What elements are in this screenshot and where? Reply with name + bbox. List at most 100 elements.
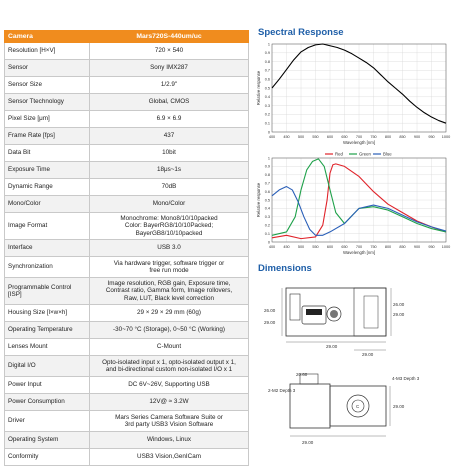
spec-value: USB3 Vision,GenICam bbox=[89, 448, 249, 466]
spec-label: Dynamic Range bbox=[4, 178, 90, 196]
x-tick-label: 700 bbox=[356, 245, 362, 249]
spec-value: Via hardware trigger, software trigger o… bbox=[89, 256, 249, 278]
spec-value: Mono/Color bbox=[89, 195, 249, 213]
spec-value-line: BayerGB8/10/10packed bbox=[135, 229, 203, 237]
x-tick-label: 1000 bbox=[442, 135, 450, 139]
spec-label: Power Input bbox=[4, 376, 90, 394]
spec-label: Resolution [H×V] bbox=[4, 42, 90, 60]
x-tick-label: 800 bbox=[385, 135, 391, 139]
spec-value: Opto-isolated input x 1, opto-isolated o… bbox=[89, 355, 249, 377]
x-tick-label: 400 bbox=[269, 245, 275, 249]
spec-label: Sensor bbox=[4, 59, 90, 77]
dimensions-title: Dimensions bbox=[258, 263, 312, 274]
y-tick-label: 0.1 bbox=[265, 232, 270, 236]
spec-value: Windows, Linux bbox=[89, 431, 249, 449]
spec-label: Housing Size [l×w×h] bbox=[4, 304, 90, 322]
spec-row: Power Input DC 6V~26V, Supporting USB bbox=[4, 376, 249, 394]
legend-entry: Red bbox=[335, 152, 343, 157]
x-axis-label: Wavelength [nm] bbox=[343, 250, 375, 255]
legend-entry: Green bbox=[359, 152, 372, 157]
spec-value-line: Opto-isolated input x 1, opto-isolated o… bbox=[102, 358, 236, 366]
spec-value-line: Color: BayerRG8/10/10Packed; bbox=[124, 222, 214, 230]
spec-value: 10bit bbox=[89, 144, 249, 162]
side-view bbox=[289, 373, 391, 437]
y-tick-label: 0.9 bbox=[265, 51, 270, 55]
y-tick-label: 0.4 bbox=[265, 95, 270, 99]
y-tick-label: 0.5 bbox=[265, 86, 270, 90]
spec-value: USB 3.0 bbox=[89, 239, 249, 257]
spec-row: Mono/Color Mono/Color bbox=[4, 195, 249, 213]
spec-row: Image Format Monochrome: Mono8/10/10packe… bbox=[4, 212, 249, 240]
spec-label: Operating Temperature bbox=[4, 321, 90, 339]
x-tick-label: 500 bbox=[298, 135, 304, 139]
series-line-green bbox=[271, 158, 447, 236]
spec-value: -30~70 °C (Storage), 0~50 °C (Working) bbox=[89, 321, 249, 339]
dim-label: 4-M3 Depth 3 bbox=[392, 376, 420, 381]
spec-row: Conformity USB3 Vision,GenICam bbox=[4, 448, 249, 466]
spec-label: Driver bbox=[4, 410, 90, 432]
spec-value: 12V@ ≈ 3.2W bbox=[89, 393, 249, 411]
spec-label: Image Format bbox=[4, 212, 90, 240]
x-tick-label: 700 bbox=[356, 135, 362, 139]
x-tick-label: 900 bbox=[414, 245, 420, 249]
spec-value: C-Mount bbox=[89, 338, 249, 356]
spec-value-line: free run mode bbox=[149, 267, 189, 274]
x-tick-label: 500 bbox=[298, 245, 304, 249]
dimension-drawing: 29.00 26.00 29.00 29.00 26.00 29.00 20.6… bbox=[264, 287, 420, 445]
spec-value: 437 bbox=[89, 127, 249, 145]
spec-label: Power Consumption bbox=[4, 393, 90, 411]
x-tick-label: 400 bbox=[269, 135, 275, 139]
spec-value: 6.9 × 6.9 bbox=[89, 110, 249, 128]
spec-label: Operating System bbox=[4, 431, 90, 449]
top-view bbox=[281, 287, 392, 351]
series-line-mono bbox=[271, 43, 447, 124]
spec-value: 1/2.9" bbox=[89, 76, 249, 94]
dim-label: 2-M2 Depth 3 bbox=[268, 388, 296, 393]
dim-label: 20.60 bbox=[296, 372, 308, 377]
spec-row: Frame Rate [fps] 437 bbox=[4, 127, 249, 145]
spec-value-line: Mars Series Camera Software Suite or bbox=[115, 413, 223, 421]
dim-label: 29.00 bbox=[326, 344, 338, 349]
spec-label: Sensor Ttechnology bbox=[4, 93, 90, 111]
series-line-red bbox=[271, 163, 447, 240]
spec-row: Digital I/O Opto-isolated input x 1, opto… bbox=[4, 355, 249, 377]
spec-label: Data Bit bbox=[4, 144, 90, 162]
spec-row: Operating Temperature -30~70 °C (Storage)… bbox=[4, 321, 249, 339]
y-tick-label: 0.8 bbox=[265, 60, 270, 64]
y-tick-label: 0.6 bbox=[265, 78, 270, 82]
dim-label: 29.00 bbox=[362, 352, 374, 357]
spec-value-line: Image resolution, RGB gain, Exposure tim… bbox=[107, 280, 231, 288]
y-tick-label: 0.5 bbox=[265, 198, 270, 202]
spec-value: Global, CMOS bbox=[89, 93, 249, 111]
dim-label: C bbox=[356, 404, 360, 409]
x-tick-label: 850 bbox=[399, 245, 405, 249]
spec-value: 720 × 540 bbox=[89, 42, 249, 60]
y-tick-label: 0 bbox=[268, 240, 270, 244]
spec-label: Exposure Time bbox=[4, 161, 90, 179]
spec-row: Lenses Mount C-Mount bbox=[4, 338, 249, 356]
y-axis-label: Relative response bbox=[256, 182, 261, 217]
spec-row: Resolution [H×V] 720 × 540 bbox=[4, 42, 249, 60]
dim-label: 26.00 bbox=[264, 308, 276, 313]
y-tick-label: 0.3 bbox=[265, 215, 270, 219]
spec-value: Mars Series Camera Software Suite or 3rd … bbox=[89, 410, 249, 432]
spec-value-line: Via hardware trigger, software trigger o… bbox=[113, 259, 225, 267]
spec-label: Conformity bbox=[4, 448, 90, 466]
x-tick-label: 1000 bbox=[442, 245, 450, 249]
spec-table: Camera Mars720S-440um/uc Resolution [H×V] 7… bbox=[4, 30, 249, 466]
spec-row: Synchronization Via hardware trigger, sof… bbox=[4, 256, 249, 278]
spec-label: Synchronization bbox=[4, 256, 90, 278]
plot-frame bbox=[271, 157, 447, 243]
spec-row: Pixel Size [μm] 6.9 × 6.9 bbox=[4, 110, 249, 128]
spec-header-label: Camera bbox=[4, 30, 90, 43]
y-tick-label: 0.1 bbox=[265, 122, 270, 126]
spec-label: Pixel Size [μm] bbox=[4, 110, 90, 128]
mono-spectral-chart: 400 450 500 550 600 650 700 750 800 850 900 950 1000… bbox=[256, 42, 450, 145]
x-tick-label: 550 bbox=[312, 135, 318, 139]
x-tick-label: 650 bbox=[341, 245, 347, 249]
y-axis-label: Relative response bbox=[256, 70, 261, 105]
series-line-blue bbox=[271, 186, 447, 236]
spec-row: Data Bit 10bit bbox=[4, 144, 249, 162]
y-tick-label: 1 bbox=[268, 156, 270, 160]
y-tick-label: 0.7 bbox=[265, 182, 270, 186]
